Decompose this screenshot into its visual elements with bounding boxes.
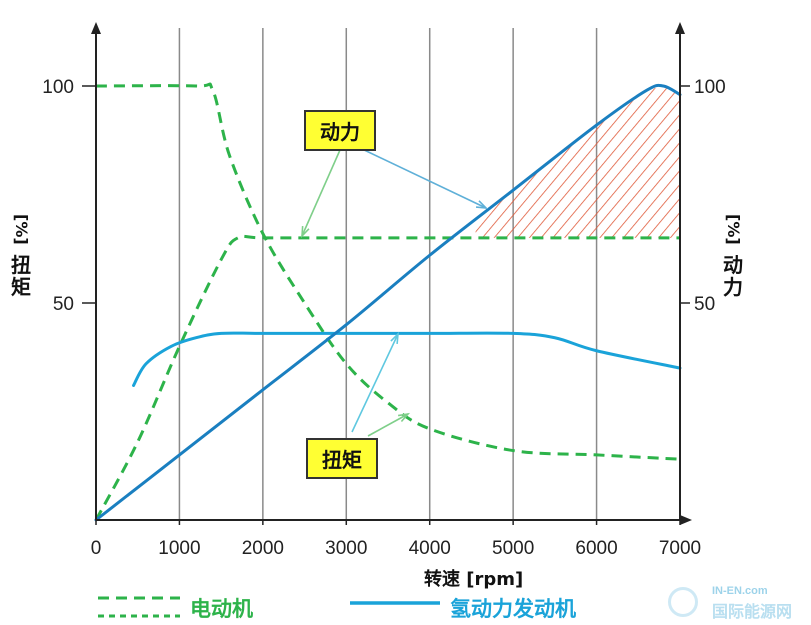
power-arrow-green: [301, 149, 341, 237]
power-arrow-blue-head: [475, 200, 489, 210]
right-axis-char-2: 力: [723, 275, 743, 299]
annotation-power-label: 动力: [304, 110, 376, 151]
annotation-torque-label: 扭矩: [306, 438, 378, 479]
series-line-1-torque: [95, 82, 681, 461]
x-tick-2000: 2000: [242, 538, 284, 559]
series-layer: [94, 82, 682, 522]
torque-arrow-blue-head: [390, 331, 399, 345]
x-tick-3000: 3000: [325, 538, 367, 559]
right-axis-arrow: [675, 22, 685, 34]
hatched-region: [475, 86, 680, 238]
watermark-logo-icon: [668, 587, 698, 617]
left-axis-char-2: 矩: [11, 275, 31, 299]
right-axis-title: [%] 动 力: [718, 214, 748, 299]
power-arrow-green-head: [301, 225, 310, 239]
x-tick-6000: 6000: [575, 538, 617, 559]
x-axis-arrow: [680, 515, 692, 525]
y-right-tick-100: 100: [694, 77, 726, 98]
series-line-2-power: [94, 234, 680, 521]
left-axis-unit: [%]: [12, 214, 31, 245]
right-axis-unit: [%]: [724, 214, 743, 245]
y-left-tick-50: 50: [53, 294, 74, 315]
y-left-tick-100: 100: [42, 77, 74, 98]
legend-swatches: [98, 596, 440, 618]
power-arrow-blue: [359, 147, 487, 209]
x-tick-7000: 7000: [659, 538, 701, 559]
watermark-line1: IN-EN.com: [712, 585, 768, 597]
series-line-4-power: [94, 83, 682, 522]
x-axis-title: 转速 [rpm]: [424, 569, 524, 590]
hatched-area: [475, 86, 680, 238]
x-tick-1000: 1000: [158, 538, 200, 559]
x-tick-0: 0: [91, 538, 102, 559]
torque-arrow-blue: [351, 333, 399, 433]
tick-labels: 0 1000 2000 3000 4000 5000 6000 7000 50 100 50 100: [42, 77, 725, 559]
y-right-tick-50: 50: [694, 294, 715, 315]
annotation-arrows: [301, 147, 489, 437]
watermark: IN-EN.com 国际能源网: [668, 585, 808, 621]
grid-lines: [178, 28, 598, 520]
legend-label-hydrogen: 氢动力发动机: [450, 597, 576, 621]
torque-arrow-green: [367, 413, 409, 437]
watermark-line2: 国际能源网: [712, 602, 793, 621]
legend-label-electric: 电动机: [190, 597, 253, 621]
x-tick-5000: 5000: [492, 538, 534, 559]
left-axis-arrow: [91, 22, 101, 34]
x-tick-4000: 4000: [409, 538, 451, 559]
left-axis-char-1: 扭: [11, 253, 31, 277]
axes: [91, 22, 692, 525]
left-axis-title: [%] 扭 矩: [6, 214, 36, 299]
series-line-3-torque: [132, 331, 682, 387]
right-axis-char-1: 动: [723, 253, 743, 277]
torque-arrow-green-head: [397, 412, 411, 423]
